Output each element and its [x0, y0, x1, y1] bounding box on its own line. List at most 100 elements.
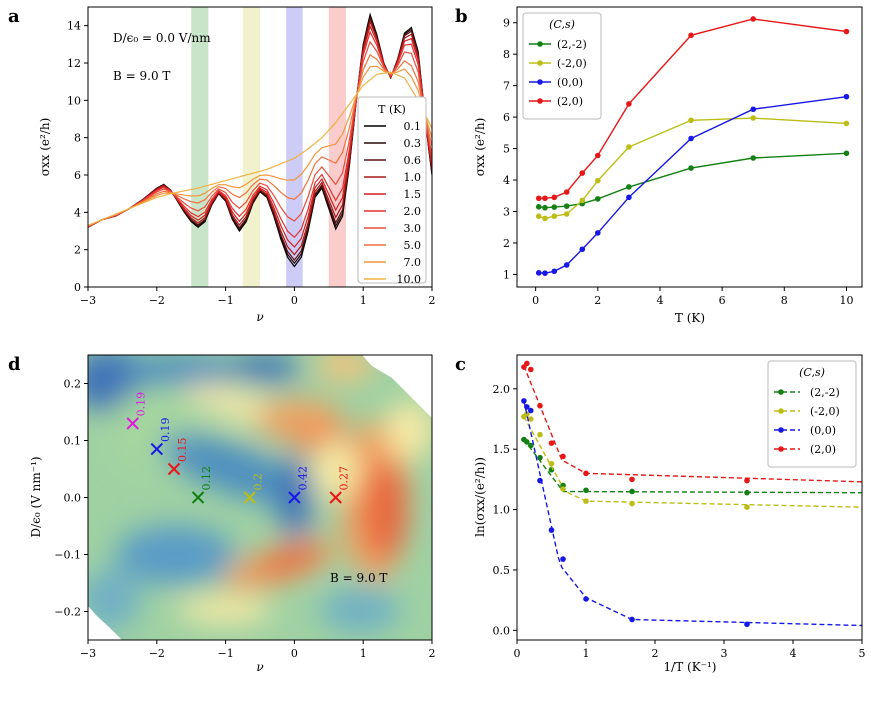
data-point — [542, 195, 548, 202]
panel-b-letter: b — [455, 6, 468, 27]
series-line-3.0 — [88, 40, 432, 228]
x-tick-label: 0 — [291, 294, 298, 307]
series-line-5.0 — [88, 54, 432, 227]
x-tick-label: −3 — [80, 647, 96, 660]
fit-line-(0,0) — [523, 400, 862, 627]
data-point — [563, 189, 570, 195]
legend-label: 7.0 — [404, 256, 422, 269]
cross-marker — [243, 491, 256, 504]
heatmap-image — [88, 355, 432, 640]
plot-frame — [516, 354, 863, 641]
legend-title: (C,s) — [549, 18, 575, 31]
legend-label: 1.5 — [404, 188, 422, 201]
data-point — [629, 616, 635, 623]
x-axis-label: ν — [256, 310, 263, 324]
data-point — [583, 596, 589, 602]
marker-label: 0.19 — [159, 418, 172, 443]
magnetic-field-annotation: B = 9.0 T — [330, 571, 387, 585]
marker-label: 0.15 — [176, 438, 189, 463]
y-tick-label: 5 — [503, 143, 510, 156]
y-tick-label: 0.2 — [64, 378, 82, 391]
x-tick-label: −1 — [217, 294, 233, 307]
y-tick-label: 0.0 — [493, 624, 511, 637]
data-point — [535, 203, 542, 210]
legend-label: (0,0) — [810, 424, 836, 437]
legend-marker — [778, 408, 784, 414]
data-point — [535, 270, 542, 276]
data-point — [595, 177, 601, 184]
x-tick-label: 8 — [781, 294, 788, 307]
y-tick-label: 2 — [503, 237, 510, 250]
y-tick-label: 6 — [503, 111, 510, 124]
cross-marker — [150, 442, 164, 456]
data-point — [524, 439, 530, 445]
data-point — [629, 476, 635, 483]
y-tick-label: 8 — [74, 132, 81, 145]
displacement-field-annotation: D/ϵ₀ = 0.0 V/nm — [113, 31, 211, 45]
x-tick-label: 2 — [429, 294, 436, 307]
series-line-(-2,0) — [538, 117, 847, 220]
y-tick-label: 1 — [503, 268, 510, 281]
data-point — [688, 165, 694, 171]
marker-label: 0.2 — [252, 473, 265, 491]
x-tick-label: 3 — [721, 647, 728, 660]
marker-label: 0.19 — [135, 392, 148, 417]
legend-marker — [778, 446, 784, 452]
x-tick-label: 0 — [532, 294, 539, 307]
fit-line-(-2,0) — [523, 416, 862, 508]
data-point — [744, 504, 750, 510]
x-tick-label: 1 — [360, 647, 367, 660]
data-point — [524, 404, 530, 410]
data-point — [528, 416, 534, 422]
data-point — [560, 556, 566, 562]
series-lines — [521, 360, 862, 628]
data-point — [551, 268, 558, 275]
cross-marker — [191, 491, 205, 504]
temperature-curves — [88, 12, 432, 268]
data-point — [843, 150, 850, 157]
y-tick-label: 12 — [67, 57, 81, 70]
data-point — [626, 101, 632, 107]
data-point — [535, 195, 542, 202]
axes: 0 1 2 3 4 5 0.0 0.5 1.0 1.5 2.0 — [493, 383, 866, 660]
legend-label: 0.6 — [404, 154, 422, 167]
legend-marker — [537, 79, 543, 85]
legend-label: (2,0) — [557, 95, 583, 108]
legend-title: T (K) — [378, 103, 406, 116]
legend-label: 0.3 — [404, 137, 422, 150]
series-line-2.0 — [88, 30, 432, 239]
data-point — [744, 621, 750, 628]
x-tick-label: 5 — [859, 647, 866, 660]
x-tick-label: 10 — [839, 294, 853, 307]
markers: 0.19 0.19 0.15 0.12 0.2 0.42 0.27 — [126, 392, 351, 504]
x-tick-label: −1 — [217, 647, 233, 660]
data-point — [688, 117, 694, 124]
legend-label: 2.0 — [404, 205, 422, 218]
data-point — [524, 411, 530, 417]
y-axis-label: ln(σxx/(e²/h)) — [473, 457, 487, 537]
y-tick-label: 0.1 — [64, 435, 82, 448]
data-point — [579, 197, 586, 204]
y-tick-label: 10 — [67, 94, 81, 107]
data-point — [521, 398, 527, 404]
marker-label: 0.27 — [338, 466, 351, 491]
data-point — [626, 194, 632, 201]
plot-frame — [516, 6, 863, 288]
data-point — [843, 93, 850, 100]
panel-c: c 0 1 2 3 4 5 0.0 0.5 1.0 1.5 2.0 (C,s) (2,-2) (-2,0… — [455, 354, 866, 674]
y-tick-label: 4 — [503, 174, 510, 187]
x-tick-label: 2 — [429, 647, 436, 660]
y-tick-label: 0.0 — [64, 492, 82, 505]
y-tick-label: 1.5 — [493, 443, 511, 456]
legend-label: 3.0 — [404, 222, 422, 235]
y-tick-label: 0 — [74, 281, 81, 294]
legend-label: (2,-2) — [557, 38, 587, 51]
data-point — [542, 270, 548, 276]
data-point — [524, 360, 530, 367]
data-point — [750, 155, 757, 161]
legend-marker — [778, 427, 784, 433]
y-axis-label: D/ϵ₀ (V nm⁻¹) — [29, 456, 43, 537]
